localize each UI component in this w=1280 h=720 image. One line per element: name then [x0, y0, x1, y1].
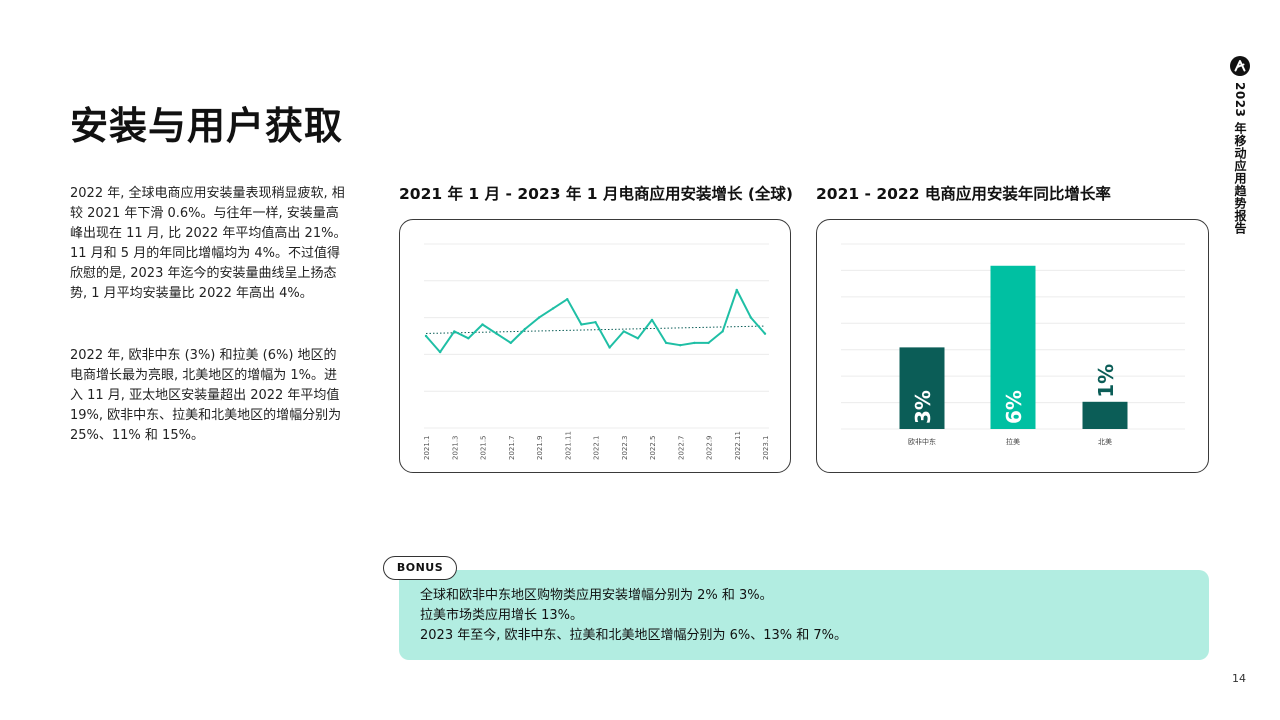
data-point: [424, 334, 428, 338]
data-point: [509, 341, 512, 345]
x-tick-label: 2021.11: [564, 431, 572, 460]
bonus-line: 拉美市场类应用增长 13%。: [420, 608, 584, 623]
line-chart-title: 2021 年 1 月 - 2023 年 1 月电商应用安装增长 (全球): [399, 185, 794, 203]
bonus-line: 全球和欧非中东地区购物类应用安装增幅分别为 2% 和 3%。: [420, 588, 773, 603]
x-tick-label: 2021.5: [480, 436, 488, 461]
x-tick-label: 2022.7: [677, 436, 685, 461]
data-point: [707, 341, 710, 345]
data-points: [424, 288, 767, 354]
bar-chart-title: 2021 - 2022 电商应用安装年同比增长率: [816, 185, 1111, 203]
x-tick-label: 2022.1: [593, 436, 601, 461]
line-chart-grid: [424, 243, 769, 429]
data-point: [763, 332, 767, 335]
category-label: 欧非中东: [908, 437, 936, 446]
line-chart-panel: 2021.1 2021.3 2021.5 2021.7 2021.9 2021.11 202…: [399, 219, 791, 473]
data-point: [537, 316, 541, 319]
yoy-growth-bar-chart: 3% 欧非中东 6% 拉美 1% 北美: [841, 243, 1185, 446]
data-point: [580, 323, 583, 326]
x-tick-label: 2023.1: [762, 436, 770, 461]
data-point: [693, 341, 696, 345]
data-point: [481, 323, 484, 326]
bonus-panel: 全球和欧非中东地区购物类应用安装增幅分别为 2% 和 3%。 拉美市场类应用增长…: [399, 570, 1209, 660]
data-point: [636, 337, 640, 340]
data-point: [594, 321, 597, 324]
data-point: [749, 316, 753, 319]
data-point: [566, 298, 569, 301]
data-point: [453, 330, 456, 333]
bar-value-label: 6%: [1002, 390, 1026, 424]
bar-value-label: 3%: [911, 390, 935, 424]
category-label: 北美: [1098, 437, 1112, 446]
intro-paragraph: 2022 年, 全球电商应用安装量表现稍显疲软, 相较 2021 年下滑 0.6…: [70, 186, 347, 301]
data-point: [551, 307, 555, 310]
trend-line: [425, 325, 766, 334]
data-point: [438, 350, 442, 354]
report-title: 2023 年移动应用趋势报告: [1233, 82, 1247, 235]
data-point: [495, 332, 498, 335]
data-point: [467, 337, 470, 340]
page-title: 安装与用户获取: [70, 104, 344, 148]
install-growth-line-chart: 2021.1 2021.3 2021.5 2021.7 2021.9 2021.11 202…: [423, 243, 770, 461]
data-point: [721, 330, 724, 333]
data-point: [679, 344, 682, 347]
category-label: 拉美: [1006, 437, 1020, 446]
bar: [899, 347, 945, 429]
page-number: 14: [1232, 672, 1246, 685]
bar-value-label: 1%: [1094, 364, 1118, 398]
bar: [990, 265, 1036, 429]
x-tick-label: 2021.3: [451, 436, 459, 461]
x-tick-label: 2021.1: [423, 436, 431, 461]
x-tick-label: 2022.3: [621, 436, 629, 461]
bonus-badge: BONUS: [383, 556, 457, 580]
bonus-line: 2023 年至今, 欧非中东、拉美和北美地区增幅分别为 6%、13% 和 7%。: [420, 628, 848, 643]
data-point: [622, 330, 625, 333]
region-paragraph: 2022 年, 欧非中东 (3%) 和拉美 (6%) 地区的电商增长最为亮眼, …: [70, 348, 342, 443]
bar-chart-panel: 3% 欧非中东 6% 拉美 1% 北美: [816, 219, 1209, 473]
x-tick-label: 2021.9: [536, 436, 544, 461]
x-tick-label: 2021.7: [508, 436, 516, 461]
x-tick-label: 2022.9: [706, 436, 714, 461]
data-point: [608, 346, 611, 349]
data-point: [664, 341, 668, 345]
data-point: [650, 318, 654, 322]
bar: [1082, 401, 1128, 429]
adjust-logo-icon: [1230, 56, 1250, 76]
x-tick-label: 2022.5: [649, 436, 657, 461]
data-point: [735, 288, 738, 292]
x-tick-label: 2022.11: [734, 431, 742, 460]
data-point: [523, 327, 527, 331]
